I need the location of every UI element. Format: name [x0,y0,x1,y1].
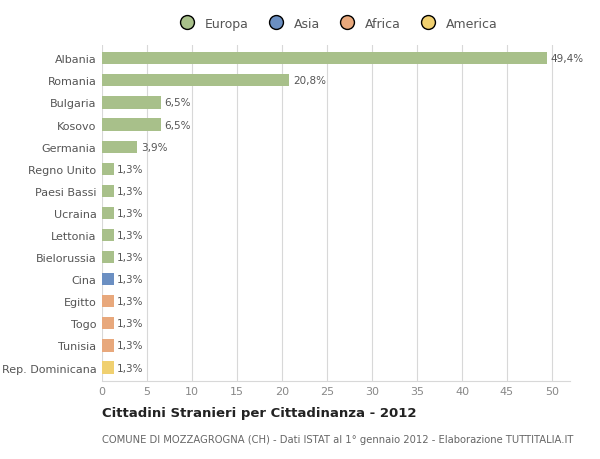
Text: 1,3%: 1,3% [118,164,144,174]
Bar [102,141,137,153]
Text: 1,3%: 1,3% [118,252,144,263]
Text: 6,5%: 6,5% [164,98,191,108]
Text: 1,3%: 1,3% [118,363,144,373]
Text: 1,3%: 1,3% [118,319,144,329]
Bar [102,185,114,197]
Text: 1,3%: 1,3% [118,208,144,218]
Bar [102,230,114,241]
Text: 1,3%: 1,3% [118,341,144,351]
Text: 49,4%: 49,4% [550,54,583,64]
Text: 1,3%: 1,3% [118,274,144,285]
Bar [102,97,161,109]
Bar [102,274,114,285]
Text: 6,5%: 6,5% [164,120,191,130]
Text: 1,3%: 1,3% [118,230,144,241]
Bar [102,340,114,352]
Text: COMUNE DI MOZZAGROGNA (CH) - Dati ISTAT al 1° gennaio 2012 - Elaborazione TUTTIT: COMUNE DI MOZZAGROGNA (CH) - Dati ISTAT … [102,434,574,444]
Bar [102,207,114,219]
Bar [102,163,114,175]
Text: 1,3%: 1,3% [118,186,144,196]
Bar [102,296,114,308]
Text: 20,8%: 20,8% [293,76,326,86]
Text: Cittadini Stranieri per Cittadinanza - 2012: Cittadini Stranieri per Cittadinanza - 2… [102,406,416,419]
Text: 3,9%: 3,9% [141,142,167,152]
Legend: Europa, Asia, Africa, America: Europa, Asia, Africa, America [172,15,500,33]
Bar [102,53,547,65]
Bar [102,318,114,330]
Bar [102,362,114,374]
Bar [102,119,161,131]
Text: 1,3%: 1,3% [118,297,144,307]
Bar [102,252,114,263]
Bar [102,75,289,87]
